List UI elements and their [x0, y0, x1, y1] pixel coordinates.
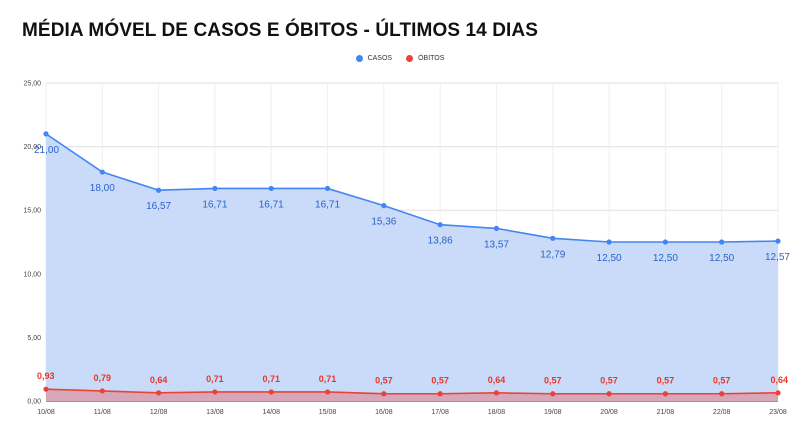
data-point-casos — [156, 187, 162, 193]
data-point-casos — [268, 185, 274, 192]
data-label-obitos: 0,57 — [600, 376, 618, 386]
x-tick-label: 21/08 — [657, 409, 675, 416]
data-point-obitos — [775, 390, 781, 396]
data-label-obitos: 0,93 — [37, 371, 55, 381]
chart-legend: CASOS ÓBITOS — [0, 55, 800, 62]
series-line-obitos — [45, 388, 779, 395]
data-point-obitos — [43, 386, 49, 392]
data-label-casos: 16,57 — [146, 201, 171, 212]
data-label-casos: 12,50 — [709, 253, 734, 264]
data-point-obitos — [493, 390, 500, 396]
y-tick-label: 25,00 — [23, 81, 41, 88]
x-tick-label: 12/08 — [150, 409, 168, 416]
data-label-casos: 12,50 — [653, 253, 678, 264]
data-point-obitos — [606, 391, 612, 397]
data-label-casos: 15,36 — [371, 217, 396, 228]
y-tick-label: 5,00 — [27, 335, 41, 342]
x-tick-label: 15/08 — [319, 409, 337, 416]
data-point-obitos — [437, 391, 443, 397]
data-point-obitos — [381, 391, 387, 397]
legend-item-obitos[interactable]: ÓBITOS — [406, 55, 444, 62]
data-label-obitos: 0,64 — [770, 375, 788, 385]
data-point-casos — [493, 225, 500, 231]
data-point-obitos — [268, 389, 274, 395]
data-label-casos: 18,00 — [90, 183, 115, 194]
x-tick-label: 11/08 — [94, 409, 111, 416]
x-tick-label: 16/08 — [375, 409, 393, 416]
x-tick-label: 17/08 — [431, 409, 449, 416]
legend-item-casos[interactable]: CASOS — [355, 55, 393, 62]
data-label-casos: 13,86 — [428, 236, 453, 247]
y-tick-label: 15,00 — [23, 208, 41, 215]
data-label-casos: 21,00 — [34, 145, 59, 156]
data-label-obitos: 0,71 — [206, 374, 224, 384]
data-point-obitos — [550, 391, 556, 397]
data-point-casos — [775, 238, 781, 244]
x-tick-label: 19/08 — [544, 409, 562, 416]
x-tick-label: 18/08 — [488, 409, 506, 416]
data-point-obitos — [662, 391, 668, 397]
data-point-obitos — [212, 389, 218, 395]
data-point-casos — [606, 239, 612, 245]
data-label-casos: 16,71 — [259, 199, 284, 210]
data-point-obitos — [156, 390, 162, 396]
data-label-obitos: 0,57 — [713, 376, 731, 386]
data-point-casos — [324, 185, 331, 192]
data-label-casos: 12,50 — [597, 253, 622, 264]
x-tick-label: 23/08 — [769, 409, 787, 416]
data-point-obitos — [719, 391, 725, 397]
data-label-obitos: 0,57 — [544, 376, 562, 386]
area-casos — [46, 133, 778, 401]
x-tick-label: 14/08 — [262, 409, 280, 416]
data-label-obitos: 0,57 — [657, 376, 675, 386]
data-label-obitos: 0,57 — [375, 376, 393, 386]
data-label-obitos: 0,64 — [488, 375, 506, 385]
data-point-casos — [43, 131, 49, 137]
data-point-obitos — [324, 389, 331, 395]
data-label-obitos: 0,64 — [150, 375, 168, 385]
chart-title: MÉDIA MÓVEL DE CASOS E ÓBITOS - ÚLTIMOS … — [22, 20, 539, 41]
data-point-casos — [212, 185, 218, 192]
y-tick-label: 0,00 — [27, 399, 41, 406]
data-label-casos: 16,71 — [315, 199, 340, 210]
data-label-casos: 16,71 — [202, 199, 227, 210]
x-tick-label: 22/08 — [713, 409, 731, 416]
data-point-casos — [381, 203, 387, 209]
y-tick-label: 10,00 — [23, 271, 41, 278]
series-line-casos — [45, 133, 779, 243]
data-point-casos — [662, 239, 668, 245]
data-label-obitos: 0,57 — [431, 376, 449, 386]
data-point-casos — [719, 239, 725, 245]
x-tick-label: 10/08 — [37, 409, 55, 416]
legend-swatch-obitos — [406, 55, 414, 62]
legend-swatch-casos — [355, 55, 363, 62]
data-point-casos — [437, 222, 443, 228]
data-label-obitos: 0,71 — [319, 374, 337, 384]
x-tick-label: 13/08 — [206, 409, 224, 416]
data-point-casos — [99, 169, 105, 175]
data-label-casos: 12,79 — [540, 249, 565, 260]
data-point-casos — [550, 235, 556, 241]
data-point-obitos — [99, 388, 105, 394]
data-label-obitos: 0,71 — [262, 374, 280, 384]
y-tick-label: 20,00 — [23, 144, 41, 151]
x-tick-label: 20/08 — [600, 409, 618, 416]
data-label-obitos: 0,79 — [94, 373, 112, 383]
legend-label-casos: CASOS — [367, 55, 393, 62]
data-label-casos: 12,57 — [765, 252, 790, 263]
legend-label-obitos: ÓBITOS — [418, 55, 445, 62]
data-label-casos: 13,57 — [484, 239, 509, 250]
